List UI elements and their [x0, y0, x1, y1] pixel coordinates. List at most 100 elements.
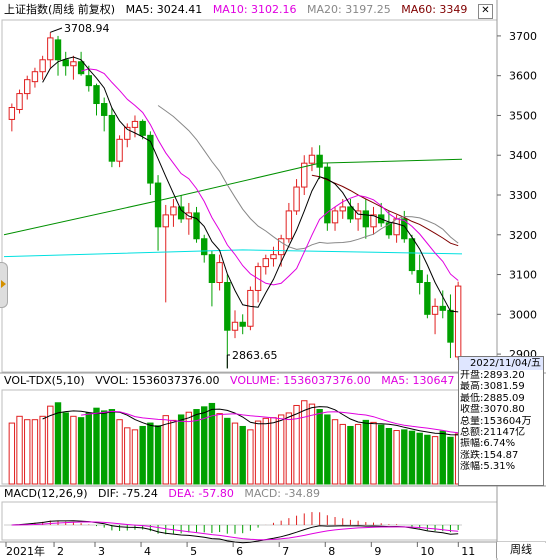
candle-body [439, 305, 446, 311]
y-tick-label: 3100 [509, 269, 537, 282]
candle-body [108, 114, 116, 162]
volume-bar [370, 421, 377, 485]
volume-bar [47, 405, 54, 485]
volume-bar [270, 417, 277, 485]
candle-body [431, 305, 439, 315]
y-tick-label: 3700 [509, 30, 537, 43]
candle-body [393, 218, 400, 236]
volume-bar [277, 414, 285, 485]
ma10-label: MA10: 3102.16 [212, 3, 297, 16]
candle-body [16, 93, 23, 110]
candle-body [70, 61, 77, 67]
volume-bar [247, 429, 254, 485]
volume-bar [293, 404, 300, 485]
volume-bar [385, 427, 393, 485]
y-tick-label: 3400 [509, 149, 537, 162]
candle-body [308, 154, 316, 164]
candle-body [331, 210, 339, 224]
candle-body [262, 258, 269, 268]
info-value: 2885.09 [483, 392, 525, 404]
ma60-line [311, 174, 459, 247]
volume-bar [62, 412, 69, 485]
x-tick-label: 7 [282, 545, 289, 558]
macd-panel [4, 512, 462, 544]
volume-bars [8, 400, 462, 485]
price-legend: 上证指数(周线 前复权) MA5: 3024.41 MA10: 3102.16 … [4, 2, 474, 18]
candle-body [170, 206, 177, 216]
candle-body [93, 85, 100, 105]
volume-bar [162, 415, 169, 485]
candle-body [116, 138, 123, 162]
info-row: 涨幅:5.31% [459, 461, 543, 472]
info-date: 2022/11/04/五 [459, 357, 543, 370]
x-tick-label: 11 [461, 545, 475, 558]
volume-bar [424, 434, 431, 485]
volume-bar [185, 411, 193, 485]
candle-body [8, 107, 16, 120]
quote-info-panel: 2022/11/04/五 开盘:2893.20 最高:3081.59 最低:2885… [458, 356, 544, 486]
volume-bar [108, 409, 116, 485]
info-label: 涨跌: [460, 449, 484, 461]
volume-label: VOLUME: 1536037376.00 [230, 374, 371, 387]
expand-arrow-icon[interactable] [0, 262, 8, 308]
volume-bar [447, 436, 454, 485]
x-tick-label: 8 [328, 545, 335, 558]
close-icon[interactable]: ✕ [478, 4, 493, 19]
info-label: 振幅: [460, 438, 484, 450]
volume-bar [239, 425, 246, 485]
macd-label: MACD: -34.89 [244, 487, 320, 500]
candlestick-series [8, 32, 462, 369]
volume-bar [170, 419, 177, 485]
candle-body [47, 37, 54, 61]
volume-bar [31, 419, 39, 485]
volume-bar [131, 429, 139, 485]
candle-body [301, 162, 308, 188]
volume-bar [193, 409, 200, 485]
candle-body [408, 238, 416, 272]
info-label: 最低: [460, 392, 484, 404]
candle-body [339, 206, 346, 212]
info-value: 2893.20 [483, 370, 525, 381]
volume-bar [401, 429, 408, 485]
candle-body [270, 254, 277, 260]
info-value: 5.31% [483, 461, 516, 473]
candle-body [39, 59, 46, 73]
volume-title: VOL-TDX(5,10) [4, 374, 85, 387]
candle-body [177, 206, 185, 220]
ma20-label: MA20: 3197.25 [307, 3, 391, 16]
volume-bar [124, 427, 131, 485]
info-value: 21147亿 [483, 427, 526, 439]
volume-bar [77, 417, 85, 485]
ma20-line [157, 105, 459, 250]
candle-body [216, 262, 223, 284]
volume-legend: VOL-TDX(5,10) VVOL: 1536037376.00 VOLUME… [4, 373, 460, 389]
candle-body [316, 154, 323, 168]
info-row: 开盘:2893.20 [459, 370, 543, 381]
low-annotation: 2863.65 [232, 349, 278, 362]
candle-body [385, 222, 393, 236]
candle-body [224, 282, 231, 331]
volume-bar [339, 423, 346, 485]
dif-line [11, 520, 459, 544]
x-tick-label: 9 [374, 545, 381, 558]
x-tick-label: 2 [57, 545, 64, 558]
volume-bar [39, 415, 46, 485]
volume-bar [201, 406, 208, 485]
volume-bar [408, 430, 416, 485]
info-label: 收盘: [460, 404, 484, 416]
y-tick-label: 3600 [509, 70, 537, 83]
volume-bar [54, 402, 62, 485]
candle-body [416, 270, 423, 283]
period-button[interactable]: 周线 [496, 542, 545, 558]
volume-bar [331, 419, 339, 485]
volume-bar [177, 414, 185, 485]
candle-body [24, 79, 31, 95]
x-tick-label: 10 [420, 545, 434, 558]
info-value: 3081.59 [483, 381, 525, 393]
candle-body [208, 254, 216, 283]
volume-bar [24, 419, 31, 485]
ma60-label: MA60: 3349 [401, 3, 468, 16]
candle-body [239, 321, 246, 327]
